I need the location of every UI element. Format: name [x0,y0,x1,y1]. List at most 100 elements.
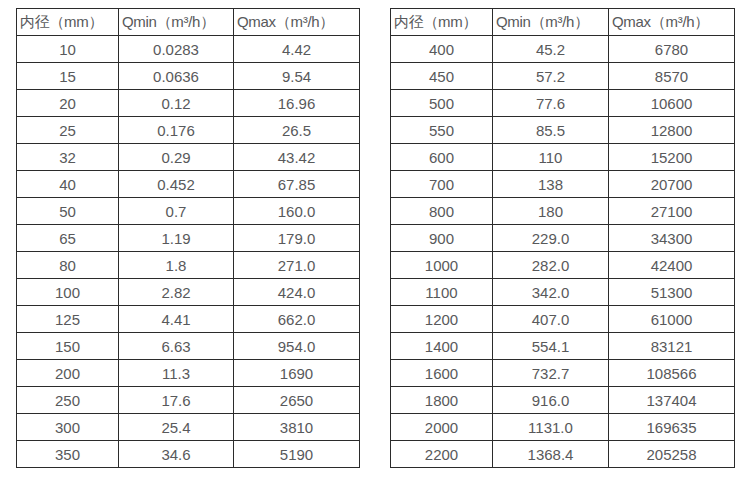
table-row: 45057.28570 [391,63,735,90]
table-row: 801.8271.0 [17,252,360,279]
table-cell: 407.0 [493,306,609,333]
table-cell: 42400 [609,252,735,279]
table-cell: 6780 [609,36,735,63]
table-cell: 282.0 [493,252,609,279]
table-cell: 1800 [391,387,493,414]
table-cell: 1200 [391,306,493,333]
table-cell: 600 [391,144,493,171]
table-row: 60011015200 [391,144,735,171]
table-cell: 229.0 [493,225,609,252]
table-cell: 8570 [609,63,735,90]
table-row: 1600732.7108566 [391,360,735,387]
table-cell: 4.41 [119,306,234,333]
table-cell: 550 [391,117,493,144]
table-cell: 2650 [234,387,360,414]
flow-rate-table-small-diameters: 内径（mm）Qmin（m³/h）Qmax（m³/h） 100.02834.421… [16,8,360,468]
table-cell: 83121 [609,333,735,360]
table-cell: 732.7 [493,360,609,387]
table-cell: 32 [17,144,119,171]
table-cell: 57.2 [493,63,609,90]
table-row: 70013820700 [391,171,735,198]
table-cell: 27100 [609,198,735,225]
table-cell: 15 [17,63,119,90]
table-cell: 300 [17,414,119,441]
table-header-row: 内径（mm）Qmin（m³/h）Qmax（m³/h） [391,9,735,36]
table-cell: 43.42 [234,144,360,171]
table-row: 250.17626.5 [17,117,360,144]
table-row: 1800916.0137404 [391,387,735,414]
column-header: 内径（mm） [391,9,493,36]
table-cell: 500 [391,90,493,117]
table-cell: 16.96 [234,90,360,117]
table-row: 1400554.183121 [391,333,735,360]
flow-rate-table-large-diameters: 内径（mm）Qmin（m³/h）Qmax（m³/h） 40045.2678045… [390,8,735,468]
table-cell: 4.42 [234,36,360,63]
table-cell: 250 [17,387,119,414]
table-cell: 5190 [234,441,360,468]
table-cell: 2000 [391,414,493,441]
table-cell: 0.0636 [119,63,234,90]
table-cell: 34.6 [119,441,234,468]
table-row: 55085.512800 [391,117,735,144]
table-row: 1254.41662.0 [17,306,360,333]
table-cell: 25.4 [119,414,234,441]
table-cell: 700 [391,171,493,198]
column-header: 内径（mm） [17,9,119,36]
table-cell: 1131.0 [493,414,609,441]
table-cell: 137404 [609,387,735,414]
table-row: 20001131.0169635 [391,414,735,441]
table-cell: 50 [17,198,119,225]
column-header: Qmax（m³/h） [609,9,735,36]
table-row: 25017.62650 [17,387,360,414]
table-cell: 0.0283 [119,36,234,63]
table-row: 900229.034300 [391,225,735,252]
table-cell: 51300 [609,279,735,306]
table-cell: 80 [17,252,119,279]
table-cell: 160.0 [234,198,360,225]
table-cell: 1.8 [119,252,234,279]
table-cell: 34300 [609,225,735,252]
table-cell: 61000 [609,306,735,333]
table-row: 20011.31690 [17,360,360,387]
column-header: Qmin（m³/h） [119,9,234,36]
table-cell: 424.0 [234,279,360,306]
table-row: 50077.610600 [391,90,735,117]
table-header-row: 内径（mm）Qmin（m³/h）Qmax（m³/h） [17,9,360,36]
table-cell: 125 [17,306,119,333]
table-row: 200.1216.96 [17,90,360,117]
table-cell: 0.29 [119,144,234,171]
table-row: 1100342.051300 [391,279,735,306]
table-cell: 554.1 [493,333,609,360]
table-row: 150.06369.54 [17,63,360,90]
table-cell: 1000 [391,252,493,279]
table-cell: 15200 [609,144,735,171]
table-cell: 26.5 [234,117,360,144]
table-row: 1000282.042400 [391,252,735,279]
table-cell: 1400 [391,333,493,360]
table-row: 35034.65190 [17,441,360,468]
table-cell: 138 [493,171,609,198]
table-cell: 100 [17,279,119,306]
table-row: 22001368.4205258 [391,441,735,468]
table-cell: 17.6 [119,387,234,414]
table-cell: 0.452 [119,171,234,198]
table-cell: 65 [17,225,119,252]
table-row: 1506.63954.0 [17,333,360,360]
table-cell: 25 [17,117,119,144]
table-cell: 1.19 [119,225,234,252]
table-cell: 1100 [391,279,493,306]
table-cell: 85.5 [493,117,609,144]
table-row: 40045.26780 [391,36,735,63]
table-cell: 150 [17,333,119,360]
table-cell: 400 [391,36,493,63]
table-cell: 800 [391,198,493,225]
table-cell: 350 [17,441,119,468]
table-row: 1200407.061000 [391,306,735,333]
table-row: 1002.82424.0 [17,279,360,306]
table-row: 80018027100 [391,198,735,225]
table-cell: 11.3 [119,360,234,387]
table-cell: 450 [391,63,493,90]
table-cell: 20 [17,90,119,117]
table-cell: 10 [17,36,119,63]
table-cell: 1600 [391,360,493,387]
